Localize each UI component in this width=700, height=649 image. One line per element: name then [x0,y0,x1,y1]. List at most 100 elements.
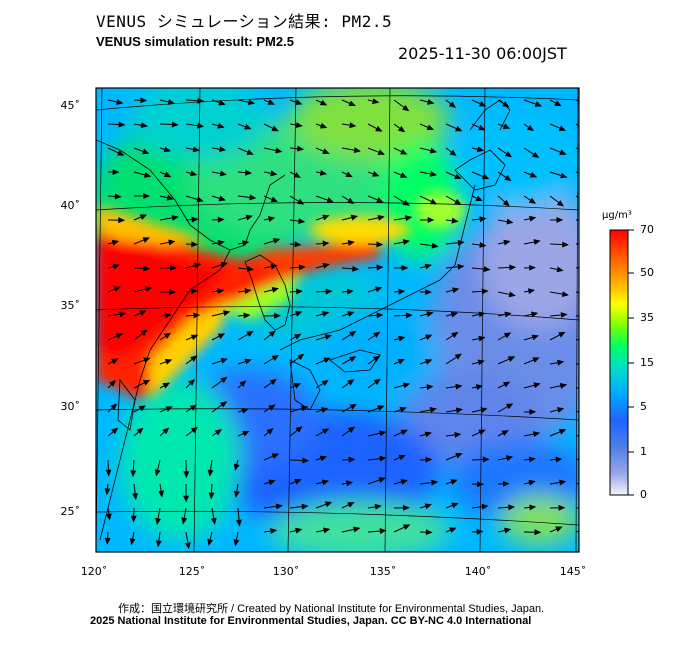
wind-arrowhead [272,238,281,244]
wind-arrowhead [208,492,215,500]
wind-arrowhead [190,288,198,295]
wind-arrowhead [531,334,539,341]
wind-arrowhead [243,312,251,319]
wind-arrowhead [451,217,459,224]
wind-arrowhead [190,355,198,362]
wind-arrowhead [104,537,111,545]
wind-arrowhead [111,239,120,246]
wind-arrowhead [136,427,144,435]
wind-arrowhead [372,171,380,177]
wind-arrowhead [242,240,250,247]
wind-arrowhead [163,146,171,153]
wind-arrowhead [402,239,410,246]
wind-arrowhead [379,430,387,437]
wind-arrowhead [294,478,302,485]
wind-arrowhead [555,456,563,463]
wind-arrowhead [581,102,586,107]
wind-arrowhead [425,529,433,536]
wind-arrowhead [119,311,127,318]
wind-arrowhead [346,197,355,204]
wind-arrowhead [501,430,509,436]
wind-arrowhead [559,479,567,486]
wind-arrowhead [140,329,148,336]
wind-arrowhead [249,194,257,201]
wind-arrowhead [454,353,462,360]
wind-arrowhead [377,214,385,221]
graticule [96,88,579,552]
wind-arrowhead [585,527,590,531]
wind-arrowhead [502,480,510,487]
lat-label: 40˚ [60,199,81,212]
wind-arrowhead [379,455,387,462]
lat-label: 35˚ [60,299,81,312]
wind-arrowhead [529,264,536,271]
lon-label: 120˚ [80,565,108,578]
wind-arrowhead [271,453,280,459]
wind-arrowhead [372,98,380,105]
wind-arrowhead [296,198,305,205]
wind-arrowhead [115,333,124,339]
wind-arrowhead [529,172,538,178]
colorbar [609,229,629,496]
colorbar-tick: 0 [640,488,647,501]
wind-arrowhead [475,384,484,390]
wind-arrowhead [219,146,227,153]
wind-arrow [575,507,579,509]
wind-arrowhead [217,216,225,223]
wind-arrowhead [163,171,172,178]
wind-arrowhead [349,356,357,363]
wind-arrowhead [455,407,463,414]
wind-arrowhead [346,480,354,487]
wind-arrowhead [347,311,355,317]
wind-arrowhead [132,493,139,501]
wind-arrowhead [188,379,195,386]
wind-arrowhead [274,312,281,319]
wind-arrowhead [376,197,384,203]
wind-arrowhead [167,99,175,105]
wind-arrowhead [350,214,359,221]
wind-arrowhead [559,382,568,389]
wind-arrowhead [293,383,302,389]
wind-arrow [575,147,579,150]
wind-arrowhead [321,380,329,387]
wind-arrowhead [402,382,411,389]
wind-arrowhead [301,503,309,510]
wind-arrowhead [397,358,405,365]
wind-arrowhead [348,456,356,463]
wind-arrowhead [141,148,150,155]
wind-arrowhead [562,241,569,248]
wind-arrowhead [246,149,254,155]
wind-arrowhead [321,428,330,435]
wind-arrowhead [529,504,537,511]
wind-arrowhead [105,469,112,477]
wind-arrowhead [353,526,361,533]
wind-arrowhead [220,376,228,384]
wind-arrowhead [192,146,200,153]
wind-arrowhead [194,262,202,269]
wind-arrowhead [223,310,231,317]
wind-arrowhead [162,382,170,389]
wind-arrowhead [242,430,250,437]
map-frame [95,87,580,553]
wind-arrowhead [478,311,486,318]
coastlines [96,99,511,541]
wind-arrowhead [378,477,386,483]
wind-arrowhead [373,378,381,386]
wind-arrowhead [183,495,190,503]
wind-arrowhead [556,216,564,223]
wind-arrowhead [319,99,328,106]
wind-arrowhead [143,193,151,200]
lon-label: 130˚ [272,565,300,578]
wind-arrowhead [294,333,302,340]
wind-arrowhead [559,149,567,155]
wind-arrowhead [581,172,586,176]
colorbar-tick: 15 [640,356,654,369]
wind-arrowhead [425,289,433,296]
wind-arrowhead [502,381,511,388]
wind-arrowhead [181,517,188,525]
wind-arrowhead [377,149,385,155]
wind-arrowhead [296,288,303,295]
credit-line: 作成：国立環境研究所 / Created by National Institu… [118,603,545,615]
wind-arrowhead [429,147,438,154]
wind-arrowhead [481,503,489,510]
